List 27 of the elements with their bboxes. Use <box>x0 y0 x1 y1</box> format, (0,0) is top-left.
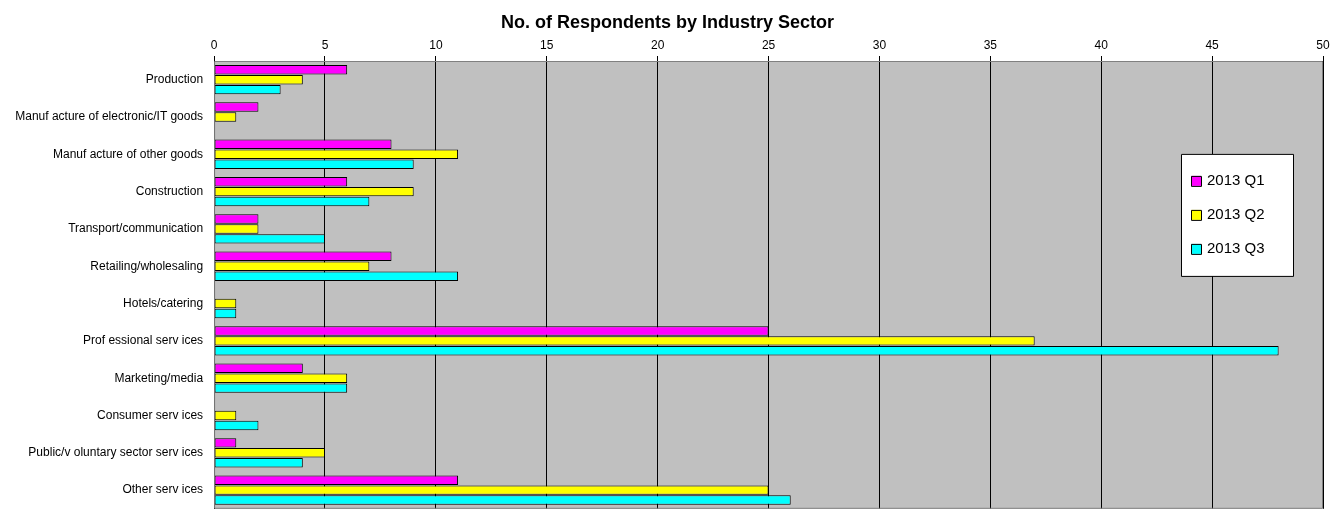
x-tick-label: 0 <box>210 38 218 53</box>
x-tick-label: 5 <box>321 38 329 53</box>
y-tick-label: Marketing/media <box>114 370 204 385</box>
x-tick-label: 50 <box>1316 38 1330 53</box>
y-tick-label: Other serv ices <box>122 482 204 497</box>
y-tick-label: Prof essional serv ices <box>83 333 204 348</box>
chart-title: No. of Respondents by Industry Sector <box>500 11 835 32</box>
x-tick-label: 15 <box>540 38 554 53</box>
legend-label: 2013 Q3 <box>1207 239 1265 257</box>
x-tick-label: 25 <box>761 38 776 53</box>
legend-label: 2013 Q2 <box>1207 205 1265 223</box>
y-tick-label: Production <box>145 71 204 86</box>
x-tick-label: 40 <box>1094 38 1109 53</box>
x-tick-label: 45 <box>1205 38 1220 53</box>
x-tick-label: 10 <box>429 38 443 53</box>
y-tick-label: Consumer serv ices <box>97 407 204 422</box>
x-tick-label: 35 <box>983 38 998 53</box>
y-tick-label: Hotels/catering <box>123 295 204 310</box>
y-tick-label: Retailing/wholesaling <box>90 258 204 273</box>
y-tick-label: Manuf acture of electronic/IT goods <box>15 109 204 124</box>
y-tick-label: Construction <box>135 183 204 198</box>
x-tick-label: 30 <box>872 38 887 53</box>
y-tick-label: Manuf acture of other goods <box>53 146 204 161</box>
legend-label: 2013 Q1 <box>1207 171 1265 189</box>
x-tick-label: 20 <box>650 38 665 53</box>
y-tick-label: Transport/communication <box>68 221 204 236</box>
y-tick-label: Public/v oluntary sector serv ices <box>28 445 204 460</box>
